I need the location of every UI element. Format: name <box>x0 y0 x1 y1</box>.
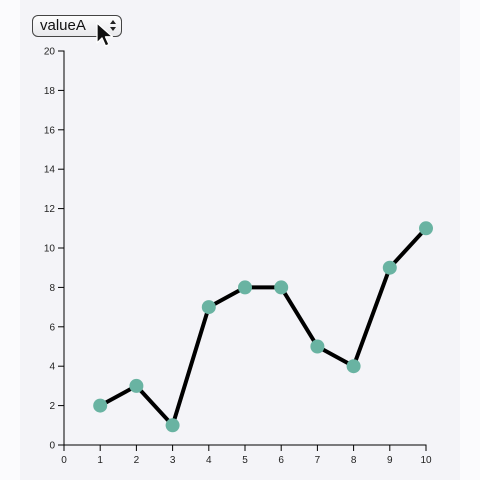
select-arrows-icon <box>107 16 121 36</box>
y-axis: 0 2 4 6 8 10 12 14 16 18 20 <box>44 47 65 452</box>
y-tick-label: 0 <box>49 441 55 452</box>
y-tick-label: 14 <box>44 165 56 176</box>
data-point <box>382 260 397 275</box>
series-line <box>98 226 428 428</box>
x-tick-label: 4 <box>206 455 212 466</box>
series-select-value: valueA <box>40 17 86 34</box>
x-tick-label: 3 <box>170 455 176 466</box>
x-tick-label: 7 <box>315 455 321 466</box>
data-point <box>201 300 216 315</box>
data-point <box>93 398 108 413</box>
y-tick-label: 8 <box>49 283 55 294</box>
data-point <box>274 280 289 295</box>
y-tick-label: 6 <box>49 322 55 333</box>
y-tick-label: 2 <box>49 401 55 412</box>
data-point <box>238 280 252 295</box>
x-tick-label: 6 <box>278 455 284 466</box>
x-tick-label: 10 <box>420 455 432 466</box>
mouse-pointer-icon <box>96 22 114 47</box>
y-tick-label: 10 <box>44 244 56 255</box>
x-axis: 0 1 2 3 4 5 6 7 8 9 10 <box>61 444 432 466</box>
x-tick-label: 8 <box>351 455 357 466</box>
y-tick-label: 18 <box>44 86 56 97</box>
x-tick-label: 9 <box>387 455 393 466</box>
y-tick-label: 20 <box>44 47 56 58</box>
data-point <box>346 359 361 374</box>
data-point <box>310 339 325 354</box>
chart-panel <box>20 0 460 480</box>
x-tick-label: 2 <box>134 455 140 466</box>
y-tick-label: 16 <box>44 125 56 136</box>
x-tick-label: 1 <box>97 455 103 466</box>
data-point <box>165 418 180 433</box>
x-tick-label: 0 <box>61 455 67 466</box>
series-layer <box>93 221 433 433</box>
x-tick-label: 5 <box>242 455 248 466</box>
data-point <box>419 221 433 236</box>
y-tick-label: 4 <box>49 362 55 373</box>
y-tick-label: 12 <box>44 204 56 215</box>
data-point <box>129 378 144 393</box>
